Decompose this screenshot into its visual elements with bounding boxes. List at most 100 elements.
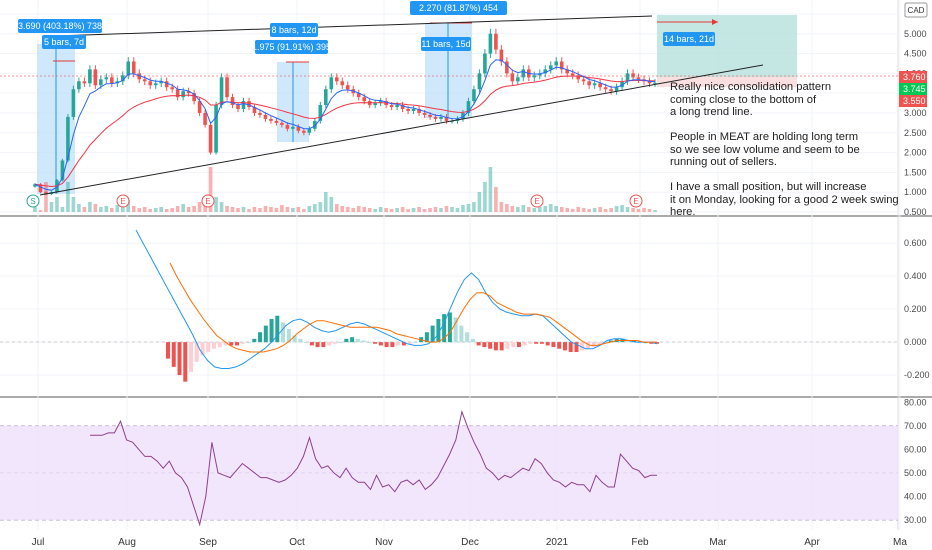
macd-tick-label: -0.200 [904,370,930,380]
event-marker-label: E [120,197,125,206]
volume-bar [82,207,87,212]
candle [175,89,180,98]
volume-bar [186,207,191,212]
candle [620,81,624,88]
price-tag-text: 3.550 [903,96,926,106]
candle [323,89,328,106]
volume-bar [406,209,410,212]
volume-bar [603,209,608,212]
volume-bar [219,202,224,212]
annotation-text: Really nice consolidation pattern coming… [670,81,899,218]
candle [307,128,312,133]
volume-bar [439,208,443,212]
event-marker-label: E [205,197,210,206]
histogram-bar [649,342,654,344]
volume-bar [120,207,125,212]
volume-bar [274,208,279,212]
volume-bar [148,209,153,212]
range-label-box [663,32,715,46]
x-tick-label: Oct [289,537,305,548]
candle [483,53,487,74]
range-label-box [255,40,328,54]
histogram-bar [246,342,251,344]
volume-bar [653,210,657,212]
histogram-bar [608,340,613,343]
volume-bar [543,206,548,212]
volume-bar [532,208,537,212]
histogram-bar [511,342,516,348]
candle [197,101,202,113]
volume-bar [263,206,268,212]
volume-bar [208,167,213,212]
rsi-y-axis: 80.00 70.00 60.00 50.00 40.00 30.00 [904,397,927,525]
histogram-bar [401,342,406,346]
volume-bar [433,207,438,212]
candle [499,49,504,62]
histogram-bar [309,342,314,346]
volume-bar [483,182,487,212]
candle [592,83,597,86]
candles [33,28,657,196]
volume-bar [367,208,372,212]
currency-badge[interactable]: CAD [904,2,928,18]
histogram-bar [465,332,470,343]
volume-bar [450,207,454,212]
x-tick-label: Sep [199,537,217,548]
candle [159,81,163,84]
volume-bar [192,206,196,212]
histogram-bar [551,342,556,348]
histogram-bar [355,338,360,343]
volume-bar [93,204,98,212]
histogram-bar [453,317,458,343]
rsi-tick-label: 40.00 [904,491,927,501]
price-tag-text: 3.760 [903,72,926,82]
candle [280,122,284,125]
histogram-bar [183,342,188,382]
histogram-bar [430,325,435,343]
volume-bar [252,207,257,212]
histogram-bar [367,342,372,344]
price-tick-label: 3.000 [904,108,927,118]
histogram-bar [413,342,418,344]
upper-trend-line[interactable] [54,15,653,37]
volume-bar [33,207,37,212]
volume-bar [49,202,54,212]
candle [230,97,235,106]
event-marker-circle [201,194,215,208]
histogram-bar [562,342,567,351]
event-marker-circle [629,194,643,208]
histogram-bar [597,342,602,346]
candle [137,73,142,80]
histogram-bar [626,340,631,343]
volume-bar [104,206,109,212]
candle [252,107,257,113]
volume-bar [247,209,251,212]
histogram-bar [557,342,562,349]
volume-bar [214,197,218,212]
volume-bar [444,206,449,212]
candle [488,33,493,54]
histogram-bar [528,342,533,344]
candle [82,81,87,84]
event-marker-label: E [534,197,539,206]
volume-bar [137,208,142,212]
histogram-bar [643,342,648,344]
candle [554,61,559,66]
histogram-bar [281,322,286,343]
candle [587,81,591,86]
candle [110,77,114,84]
volume-bar [389,209,394,212]
candle [647,81,652,84]
candle [33,184,37,187]
histogram-bar [177,342,182,376]
volume-bar [592,208,597,212]
candle [285,124,290,129]
lower-trend-line[interactable] [39,64,764,196]
candle [60,160,65,181]
event-marker-circle [530,194,544,208]
volume-bar [340,206,345,212]
volume-bar [576,207,580,212]
histogram-bar [447,312,452,343]
volume-bar [631,208,635,212]
